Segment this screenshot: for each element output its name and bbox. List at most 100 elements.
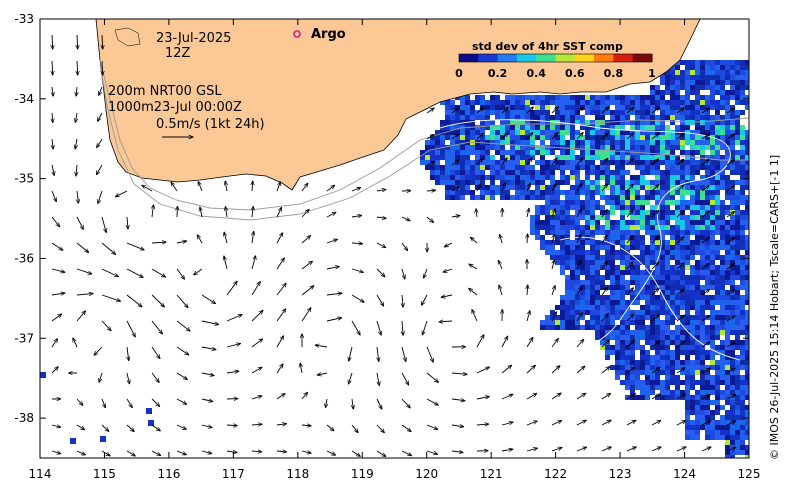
sst-pixel	[585, 310, 590, 315]
sst-pixel	[660, 75, 665, 80]
sst-pixel	[625, 290, 630, 295]
sst-pixel	[535, 175, 540, 180]
sst-pixel	[725, 65, 730, 70]
sst-pixel	[560, 100, 565, 105]
sst-pixel	[620, 325, 625, 330]
sst-pixel	[620, 355, 625, 360]
sst-pixel	[710, 285, 715, 290]
sst-pixel	[700, 235, 705, 240]
sst-pixel	[720, 405, 725, 410]
sst-pixel	[600, 135, 605, 140]
sst-pixel	[590, 135, 595, 140]
sst-pixel	[710, 315, 715, 320]
sst-pixel	[615, 275, 620, 280]
sst-pixel	[735, 375, 740, 380]
current-vector	[224, 232, 228, 244]
sst-pixel	[595, 270, 600, 275]
sst-pixel	[555, 320, 560, 325]
sst-pixel	[715, 160, 720, 165]
sst-pixel	[585, 240, 590, 245]
sst-pixel	[695, 245, 700, 250]
sst-pixel	[615, 375, 620, 380]
colorbar-tick-label: 0.8	[604, 67, 624, 80]
sst-pixel	[615, 150, 620, 155]
sst-pixel	[660, 265, 665, 270]
sst-pixel	[595, 245, 600, 250]
sst-pixel	[610, 335, 615, 340]
sst-pixel	[670, 330, 675, 335]
sst-pixel	[610, 235, 615, 240]
colorbar-swatch	[555, 54, 576, 62]
sst-pixel	[635, 365, 640, 370]
sst-pixel	[610, 135, 615, 140]
sst-pixel	[550, 205, 555, 210]
sst-pixel	[715, 220, 720, 225]
sst-pixel	[615, 270, 620, 275]
sst-pixel	[580, 215, 585, 220]
sst-pixel	[655, 150, 660, 155]
sst-pixel	[690, 305, 695, 310]
sst-pixel	[465, 180, 470, 185]
sst-pixel	[500, 190, 505, 195]
sst-pixel	[625, 230, 630, 235]
sst-pixel	[645, 300, 650, 305]
sst-pixel	[650, 245, 655, 250]
sst-pixel	[700, 255, 705, 260]
sst-pixel	[595, 295, 600, 300]
sst-pixel	[705, 275, 710, 280]
sst-pixel	[655, 115, 660, 120]
sst-pixel	[700, 285, 705, 290]
sst-pixel	[675, 280, 680, 285]
sst-pixel	[695, 240, 700, 245]
sst-pixel	[690, 225, 695, 230]
sst-pixel	[560, 190, 565, 195]
sst-pixel	[555, 185, 560, 190]
sst-pixel	[555, 190, 560, 195]
sst-pixel	[690, 385, 695, 390]
sst-pixel	[635, 160, 640, 165]
sst-pixel	[580, 250, 585, 255]
sst-pixel	[520, 170, 525, 175]
sst-pixel	[730, 85, 735, 90]
sst-pixel	[515, 160, 520, 165]
current-vector	[576, 366, 585, 374]
sst-pixel	[605, 240, 610, 245]
sst-pixel	[670, 190, 675, 195]
sst-pixel	[480, 115, 485, 120]
sst-pixel	[735, 125, 740, 130]
sst-pixel	[670, 160, 675, 165]
sst-pixel	[715, 425, 720, 430]
sst-pixel	[685, 400, 690, 405]
sst-pixel	[695, 335, 700, 340]
sst-pixel	[520, 175, 525, 180]
current-vector	[276, 394, 285, 400]
current-vector	[226, 344, 240, 348]
current-vector	[76, 311, 86, 322]
sst-pixel	[590, 150, 595, 155]
sst-pixel	[620, 315, 625, 320]
current-vector	[77, 34, 78, 49]
sst-pixel	[615, 130, 620, 135]
sst-pixel	[685, 275, 690, 280]
sst-pixel	[630, 275, 635, 280]
sst-pixel	[650, 100, 655, 105]
sst-pixel	[715, 80, 720, 85]
sst-pixel	[540, 110, 545, 115]
sst-pixel	[590, 170, 595, 175]
sst-pixel	[715, 85, 720, 90]
sst-pixel	[575, 245, 580, 250]
sst-pixel	[445, 100, 450, 105]
sst-pixel	[735, 390, 740, 395]
sst-pixel	[680, 255, 685, 260]
sst-pixel	[690, 380, 695, 385]
sst-pixel	[615, 350, 620, 355]
sst-pixel	[660, 325, 665, 330]
sst-pixel	[450, 160, 455, 165]
sst-pixel	[685, 380, 690, 385]
sst-pixel	[545, 95, 550, 100]
sst-pixel	[735, 210, 740, 215]
sst-pixel	[710, 360, 715, 365]
sst-pixel	[610, 220, 615, 225]
current-vector	[76, 424, 85, 430]
current-vector	[225, 207, 227, 218]
